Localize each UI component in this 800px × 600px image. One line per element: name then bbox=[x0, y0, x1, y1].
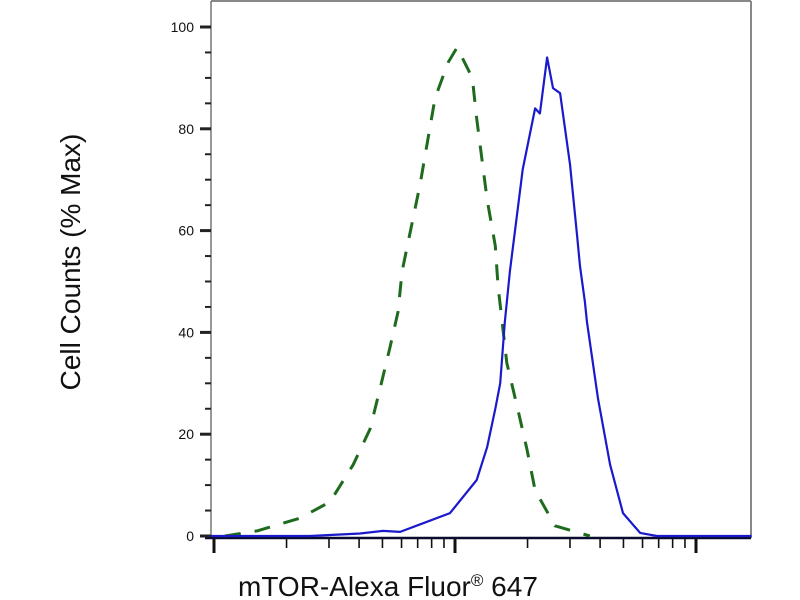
x-axis-title-suffix: 647 bbox=[483, 571, 538, 600]
x-axis-title-registered: ® bbox=[471, 571, 484, 590]
plot-frame bbox=[205, 0, 752, 540]
y-tick-label: 20 bbox=[178, 426, 194, 442]
mtor-series-line bbox=[210, 56, 752, 538]
x-ticks bbox=[212, 538, 698, 553]
y-ticks: 0 20 40 60 80 100 bbox=[171, 19, 211, 544]
y-tick-label: 60 bbox=[178, 223, 194, 239]
x-axis-title: mTOR-Alexa Fluor® 647 bbox=[238, 571, 538, 600]
y-tick-label: 0 bbox=[186, 528, 194, 544]
y-tick-label: 100 bbox=[171, 19, 195, 35]
x-axis-title-main: mTOR-Alexa Fluor bbox=[238, 571, 471, 600]
y-tick-label: 80 bbox=[178, 121, 194, 137]
y-axis-title: Cell Counts (% Max) bbox=[55, 134, 86, 391]
series-group bbox=[210, 45, 752, 538]
control-series-line bbox=[224, 45, 591, 538]
y-tick-label: 40 bbox=[178, 324, 194, 340]
